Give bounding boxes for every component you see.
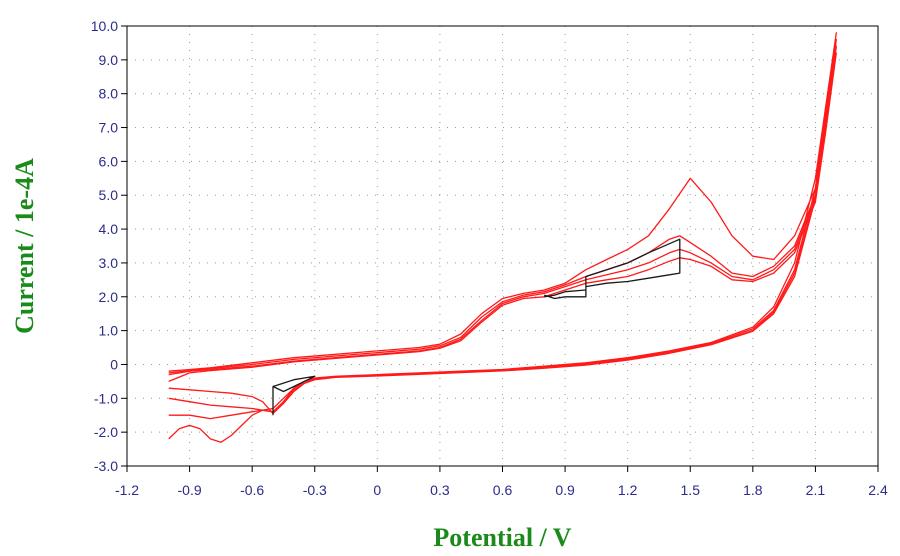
y-tick-label: 10.0 bbox=[91, 18, 118, 34]
y-tick-label: -1.0 bbox=[94, 390, 118, 406]
x-tick-label: 1.2 bbox=[618, 482, 638, 498]
x-tick-label: 0.6 bbox=[493, 482, 513, 498]
x-tick-label: -0.3 bbox=[303, 482, 327, 498]
x-axis-title: Potential / V bbox=[433, 523, 571, 552]
grid-lines bbox=[127, 26, 878, 466]
y-tick-label: 3.0 bbox=[99, 255, 119, 271]
x-tick-label: -0.9 bbox=[178, 482, 202, 498]
y-tick-label: 7.0 bbox=[99, 120, 119, 136]
series-layer bbox=[168, 32, 837, 443]
y-tick-label: 9.0 bbox=[99, 52, 119, 68]
x-tick-label: 0.3 bbox=[430, 482, 450, 498]
x-tick-label: 2.4 bbox=[868, 482, 888, 498]
plot-frame bbox=[126, 25, 879, 467]
y-tick-label: -3.0 bbox=[94, 458, 118, 474]
series-line-4 bbox=[168, 52, 837, 415]
y-tick-label: 2.0 bbox=[99, 289, 119, 305]
x-tick-label: -1.2 bbox=[115, 482, 139, 498]
y-tick-label: 1.0 bbox=[99, 323, 119, 339]
y-tick-label: 0 bbox=[110, 356, 118, 372]
series-line-6 bbox=[543, 238, 681, 300]
x-axis-ticks: -1.2 -0.9 -0.6 -0.3 0 0.3 0.6 0.9 1.2 1.5 1.8 2.1 2.… bbox=[115, 466, 888, 498]
y-axis-title: Current / 1e-4A bbox=[10, 158, 39, 334]
y-tick-label: 5.0 bbox=[99, 187, 119, 203]
x-tick-label: 0 bbox=[373, 482, 381, 498]
y-tick-label: 4.0 bbox=[99, 221, 119, 237]
series-line-2 bbox=[168, 38, 837, 420]
series-line-3 bbox=[168, 45, 837, 413]
series-line-5 bbox=[272, 375, 316, 416]
x-tick-label: 2.1 bbox=[806, 482, 826, 498]
y-tick-label: -2.0 bbox=[94, 424, 118, 440]
series-line-1 bbox=[168, 32, 837, 443]
x-tick-label: -0.6 bbox=[240, 482, 264, 498]
x-tick-label: 1.5 bbox=[681, 482, 701, 498]
y-axis-ticks: -3.0 -2.0 -1.0 0 1.0 2.0 3.0 4.0 5.0 6.0 7.0 8.0 9.0… bbox=[91, 18, 127, 474]
y-tick-label: 8.0 bbox=[99, 86, 119, 102]
x-tick-label: 0.9 bbox=[555, 482, 575, 498]
y-tick-label: 6.0 bbox=[99, 153, 119, 169]
x-tick-label: 1.8 bbox=[743, 482, 763, 498]
